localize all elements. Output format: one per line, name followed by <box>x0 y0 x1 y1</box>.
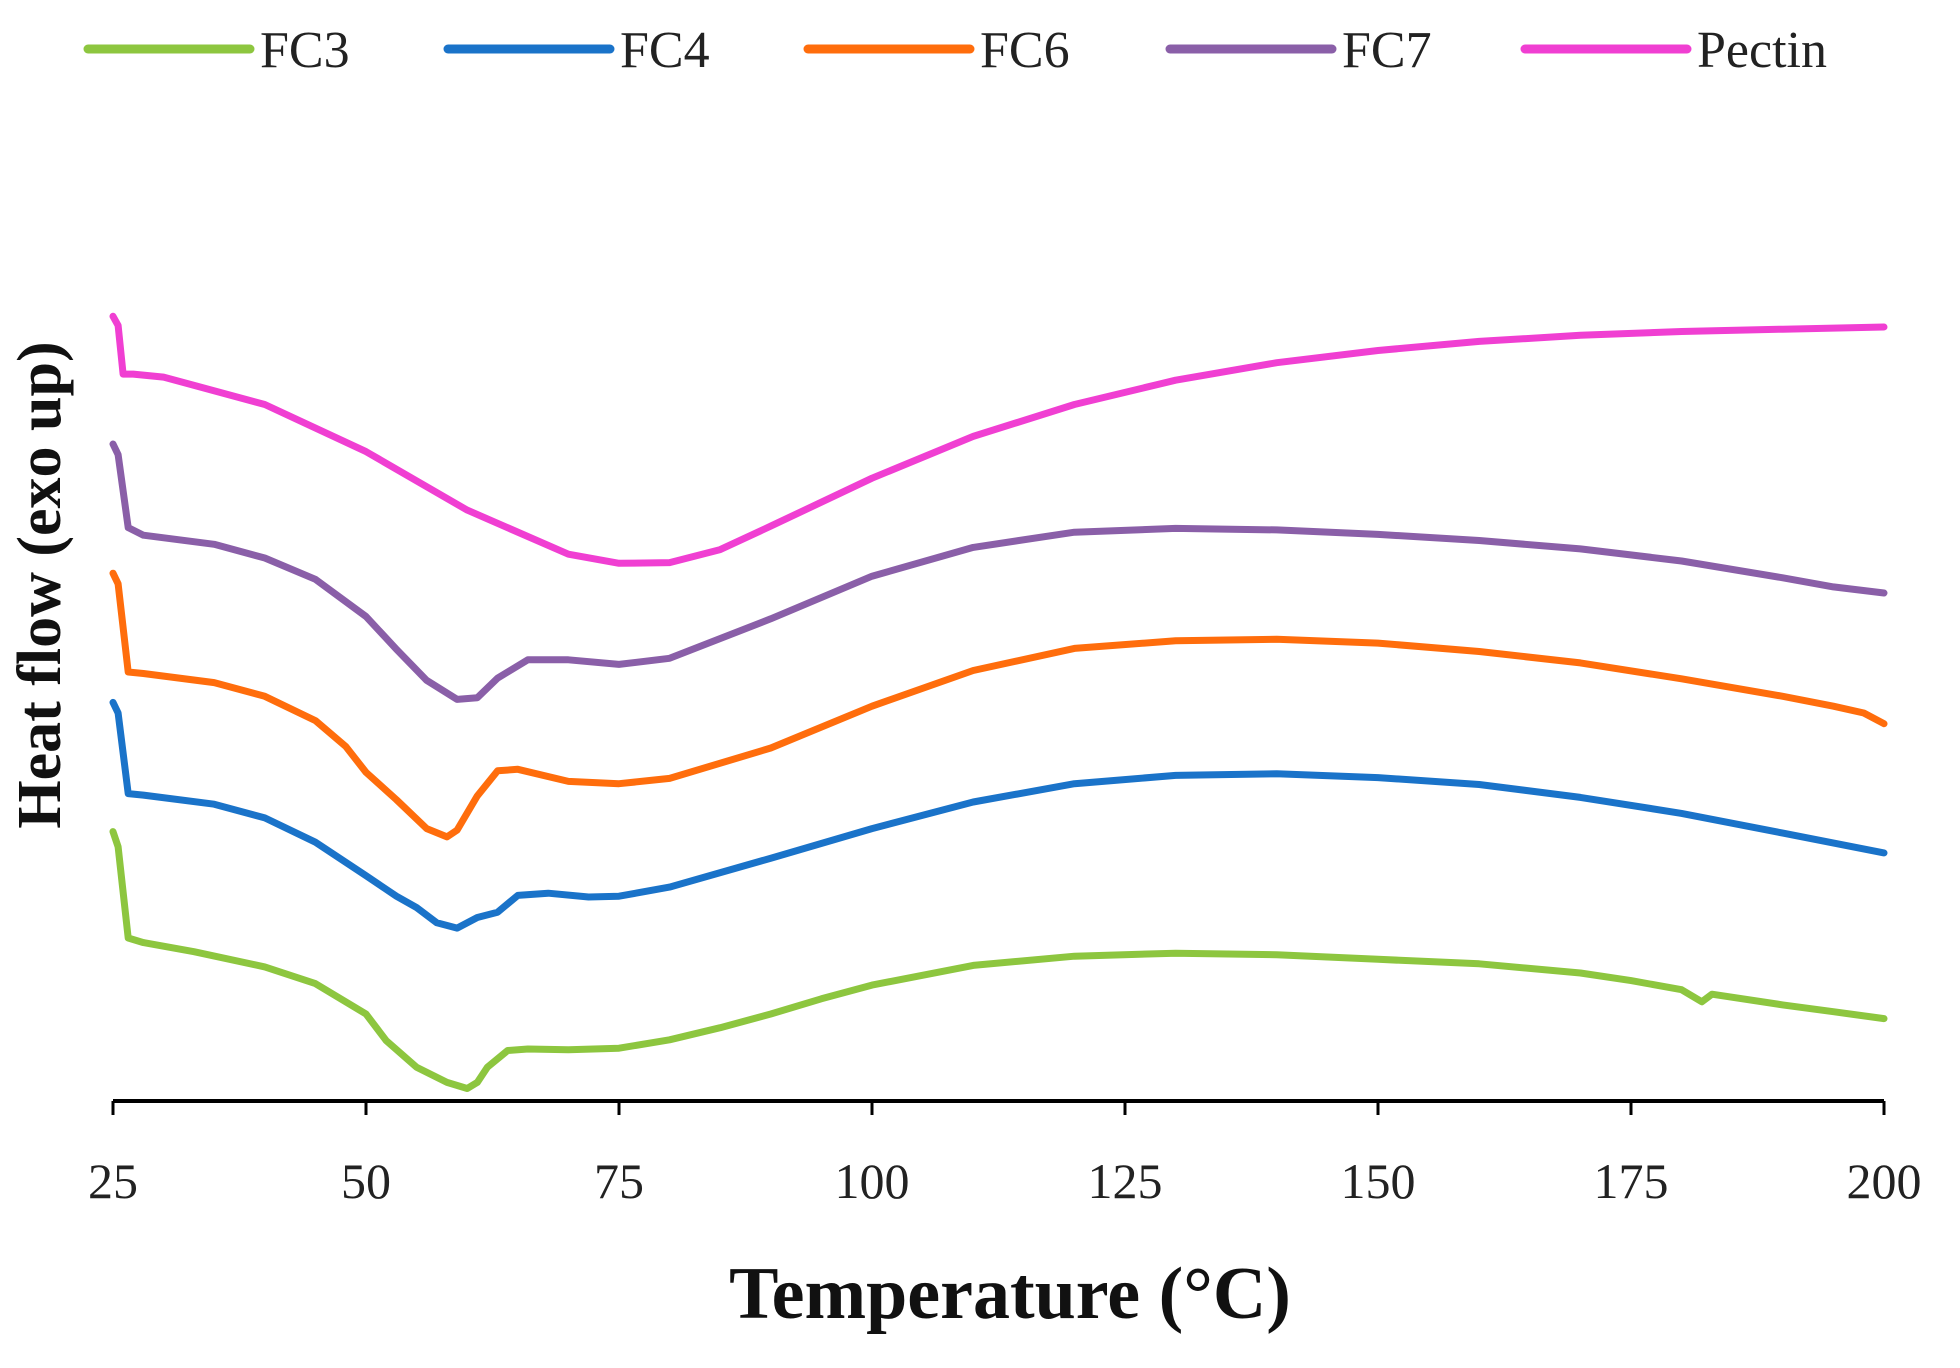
series-line-fc6 <box>109 569 1888 841</box>
series-line-pectin <box>109 312 1888 567</box>
series-group <box>109 312 1888 1092</box>
x-tick-label-50: 50 <box>341 1153 391 1209</box>
series-line-fc3 <box>109 828 1888 1092</box>
legend-label-fc4: FC4 <box>620 22 710 79</box>
x-tick-label-75: 75 <box>594 1153 644 1209</box>
x-axis-ticks: 25 50 75 100 125 150 175 200 <box>88 1101 1922 1209</box>
legend-label-fc3: FC3 <box>260 22 350 79</box>
x-tick-label-175: 175 <box>1594 1153 1669 1209</box>
x-tick-label-100: 100 <box>835 1153 910 1209</box>
x-tick-label-200: 200 <box>1847 1153 1922 1209</box>
legend-label-pectin: Pectin <box>1697 22 1827 79</box>
series-line-fc4 <box>109 698 1888 932</box>
x-tick-label-25: 25 <box>88 1153 138 1209</box>
plot-area: 25 50 75 100 125 150 175 200 <box>88 312 1922 1209</box>
legend: FC3 FC4 FC6 FC7 Pectin <box>83 22 1827 79</box>
y-axis-title: Heat flow (exo up) <box>6 341 74 828</box>
legend-label-fc6: FC6 <box>980 22 1070 79</box>
legend-label-fc7: FC7 <box>1342 22 1432 79</box>
x-axis-title: Temperature (°C) <box>729 1253 1291 1335</box>
series-line-fc7 <box>109 440 1888 703</box>
x-tick-label-150: 150 <box>1341 1153 1416 1209</box>
x-tick-label-125: 125 <box>1088 1153 1163 1209</box>
